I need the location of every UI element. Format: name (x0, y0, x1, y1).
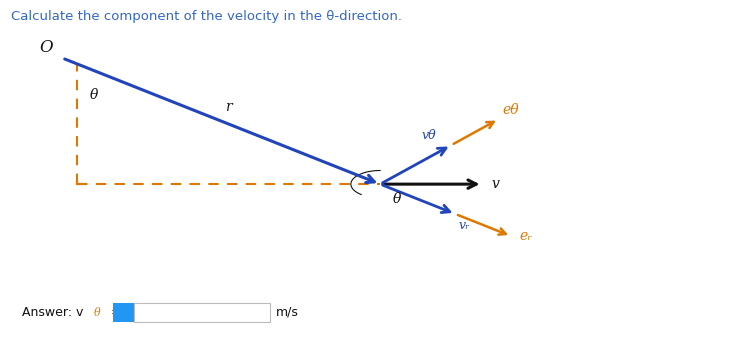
Text: r: r (225, 100, 232, 115)
Text: i: i (121, 306, 126, 319)
FancyBboxPatch shape (113, 303, 135, 322)
Text: O: O (39, 39, 53, 56)
Text: eθ: eθ (502, 104, 519, 118)
Text: θ: θ (94, 308, 100, 318)
Text: Answer: v: Answer: v (22, 306, 83, 318)
Text: v: v (491, 177, 499, 191)
Text: vᵣ: vᵣ (459, 219, 471, 232)
Text: vθ: vθ (422, 129, 436, 142)
Text: m/s: m/s (276, 306, 299, 318)
FancyBboxPatch shape (134, 303, 270, 322)
Text: =: = (107, 306, 121, 318)
Text: eᵣ: eᵣ (520, 229, 533, 243)
Text: Calculate the component of the velocity in the θ-direction.: Calculate the component of the velocity … (11, 10, 402, 23)
Text: θ: θ (90, 88, 98, 103)
Text: θ: θ (393, 192, 401, 207)
